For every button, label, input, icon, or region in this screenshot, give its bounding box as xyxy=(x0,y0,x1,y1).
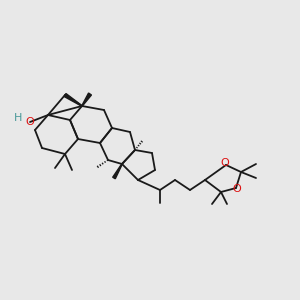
Text: O: O xyxy=(220,158,230,168)
Text: O: O xyxy=(26,117,34,127)
Polygon shape xyxy=(82,93,92,106)
Text: H: H xyxy=(14,113,22,123)
Polygon shape xyxy=(113,164,122,179)
Text: O: O xyxy=(232,184,242,194)
Polygon shape xyxy=(64,94,82,106)
